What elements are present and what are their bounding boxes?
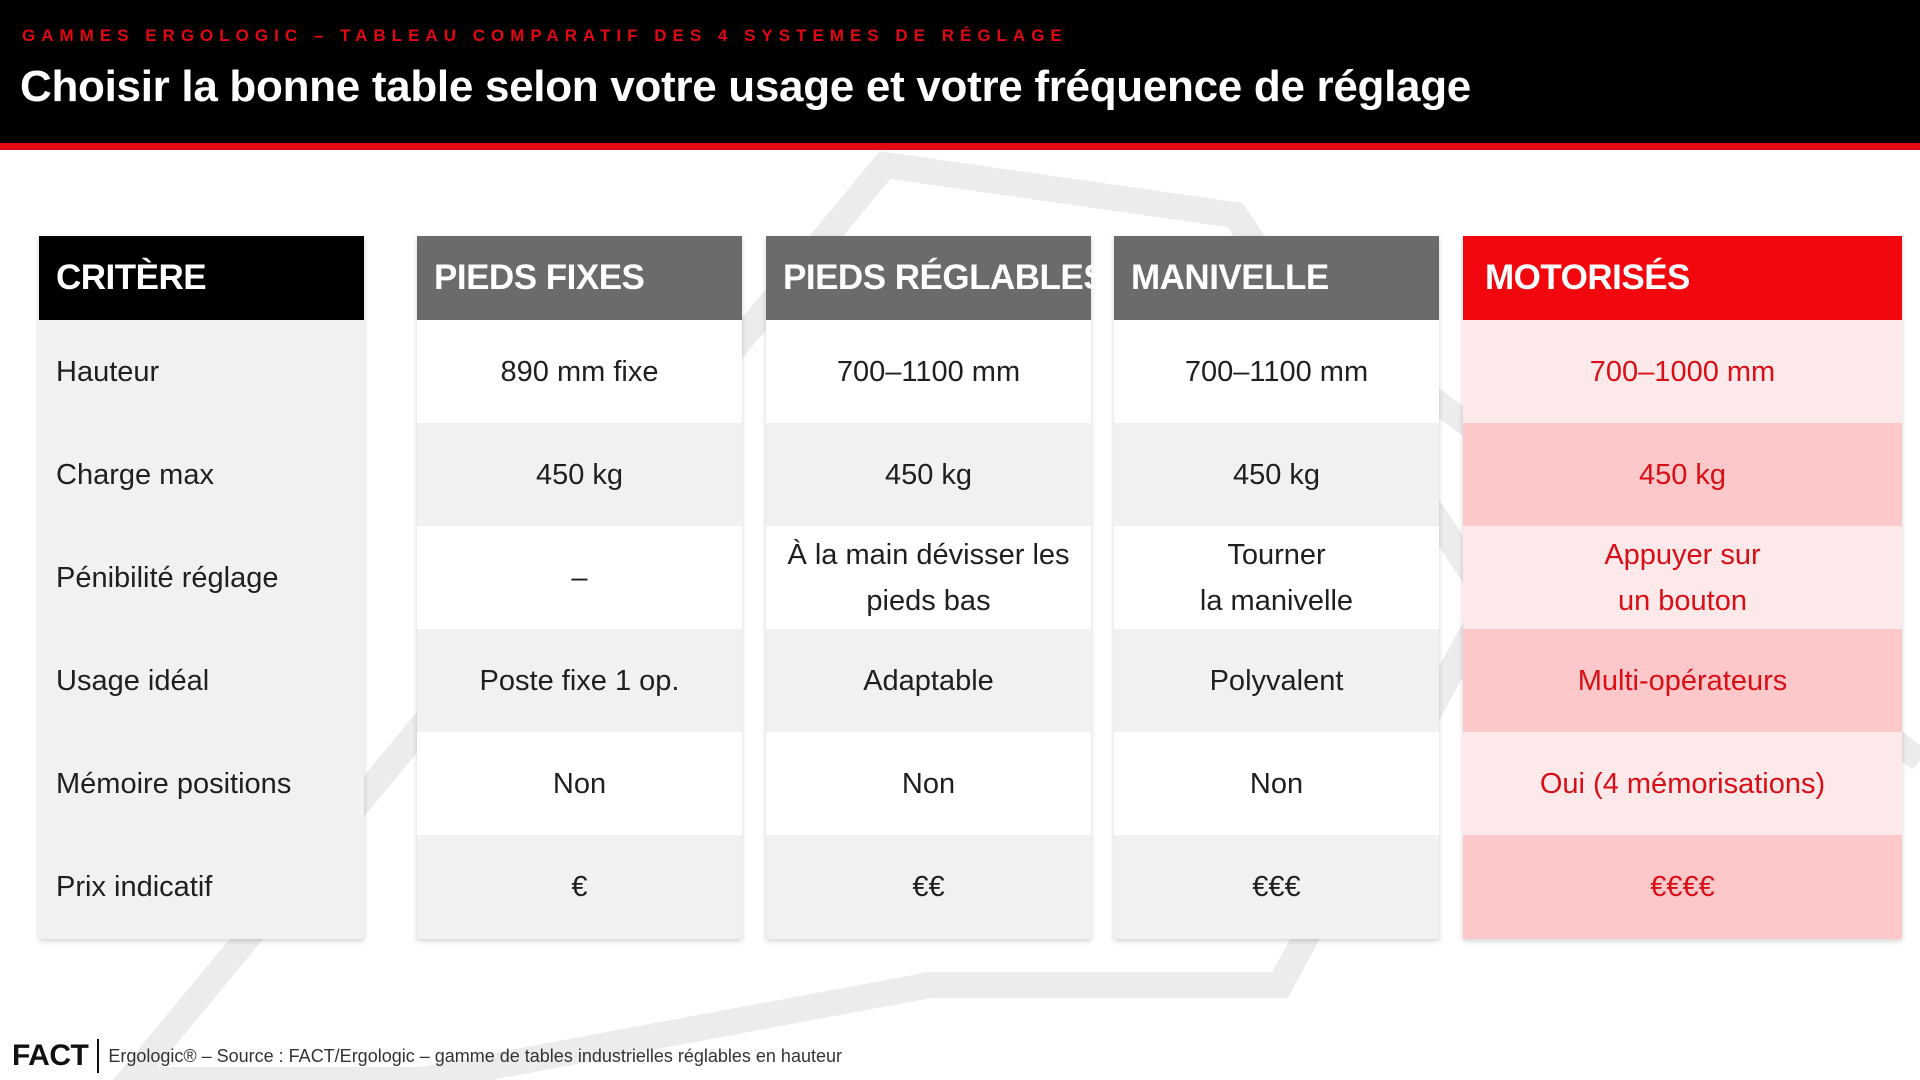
table-cell: €€€ — [1114, 835, 1439, 939]
table-cell: – — [417, 526, 742, 629]
table-cell: €€ — [766, 835, 1091, 939]
header-bar: GAMMES ERGOLOGIC – TABLEAU COMPARATIF DE… — [0, 0, 1920, 143]
column-header-motorises: MOTORISÉS — [1463, 236, 1902, 320]
table-cell: 450 kg — [766, 423, 1091, 526]
footer: FACT Ergologic® – Source : FACT/Ergologi… — [12, 1038, 842, 1074]
criteria-header: CRITÈRE — [39, 236, 364, 320]
table-cell: €€€€ — [1463, 835, 1902, 939]
table-cell: À la main dévisser les pieds bas — [766, 526, 1091, 629]
column-motorises: MOTORISÉS 700–1000 mm 450 kg Appuyer sur… — [1463, 236, 1902, 939]
column-pieds-reglables: PIEDS RÉGLABLES 700–1100 mm 450 kg À la … — [766, 236, 1107, 939]
table-cell: € — [417, 835, 742, 939]
table-cell: Non — [417, 732, 742, 835]
table-cell: Appuyer sur un bouton — [1463, 526, 1902, 629]
table-cell: Non — [766, 732, 1091, 835]
table-cell: 700–1100 mm — [1114, 320, 1439, 423]
table-cell: 890 mm fixe — [417, 320, 742, 423]
footer-source: Ergologic® – Source : FACT/Ergologic – g… — [108, 1045, 842, 1066]
fact-logo: FACT — [12, 1039, 89, 1072]
criterion-ideal-use: Usage idéal — [39, 629, 364, 732]
table-cell: Poste fixe 1 op. — [417, 629, 742, 732]
criterion-height: Hauteur — [39, 320, 364, 423]
column-manivelle: MANIVELLE 700–1100 mm 450 kg Tourner la … — [1114, 236, 1439, 939]
table-cell: Multi-opérateurs — [1463, 629, 1902, 732]
table-cell: 700–1000 mm — [1463, 320, 1902, 423]
table-cell: Tourner la manivelle — [1114, 526, 1439, 629]
column-header-pieds-fixes: PIEDS FIXES — [417, 236, 742, 320]
criterion-price: Prix indicatif — [39, 835, 364, 939]
table-cell: Non — [1114, 732, 1439, 835]
table-cell: Adaptable — [766, 629, 1091, 732]
header-kicker: GAMMES ERGOLOGIC – TABLEAU COMPARATIF DE… — [22, 26, 1068, 45]
criterion-position-memory: Mémoire positions — [39, 732, 364, 835]
page-title: Choisir la bonne table selon votre usage… — [20, 62, 1471, 111]
column-header-manivelle: MANIVELLE — [1114, 236, 1439, 320]
table-cell: 700–1100 mm — [766, 320, 1091, 423]
header-accent-line — [0, 143, 1920, 150]
criteria-column: CRITÈRE Hauteur Charge max Pénibilité ré… — [39, 236, 364, 939]
table-cell: Polyvalent — [1114, 629, 1439, 732]
criterion-adjustment-effort: Pénibilité réglage — [39, 526, 364, 629]
column-header-pieds-reglables: PIEDS RÉGLABLES — [766, 236, 1107, 320]
table-cell: 450 kg — [417, 423, 742, 526]
column-pieds-fixes: PIEDS FIXES 890 mm fixe 450 kg – Poste f… — [417, 236, 742, 939]
criterion-max-load: Charge max — [39, 423, 364, 526]
table-cell: Oui (4 mémorisations) — [1463, 732, 1902, 835]
table-cell: 450 kg — [1114, 423, 1439, 526]
footer-divider — [97, 1039, 100, 1073]
comparison-table: CRITÈRE Hauteur Charge max Pénibilité ré… — [39, 236, 1902, 939]
table-cell: 450 kg — [1463, 423, 1902, 526]
